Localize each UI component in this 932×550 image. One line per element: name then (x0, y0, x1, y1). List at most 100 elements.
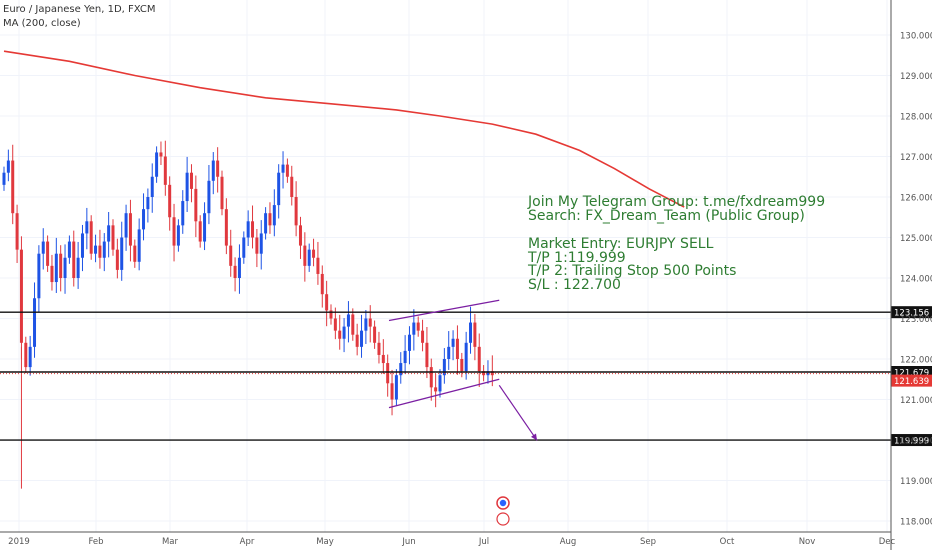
candle (416, 316, 420, 337)
candle (203, 202, 207, 251)
candle (477, 333, 481, 387)
candle (124, 204, 128, 251)
candle (390, 369, 394, 416)
candle-body (399, 363, 403, 376)
candle (137, 218, 141, 271)
candle (237, 244, 241, 294)
candle-body (159, 152, 163, 157)
candle-body (76, 257, 80, 278)
candle-body (211, 160, 215, 181)
candle-body (185, 172, 189, 202)
candle-body (67, 241, 71, 258)
candle-body (98, 245, 102, 258)
candle-body (50, 265, 54, 283)
candle-body (102, 241, 106, 258)
candle (259, 220, 263, 270)
y-tick-label: 121.000 (900, 396, 932, 406)
candle-body (89, 221, 93, 254)
candle (46, 235, 50, 272)
candle (37, 245, 41, 312)
candle-body (346, 314, 350, 327)
candle-body (364, 318, 368, 331)
projection-arrow[interactable] (498, 384, 538, 441)
candle-body (194, 188, 198, 222)
y-tick-label: 122.000 (900, 356, 932, 366)
candle (272, 189, 276, 237)
candle (6, 149, 10, 182)
candle-body (298, 225, 302, 246)
candle (102, 233, 106, 272)
candle-body (246, 221, 250, 238)
candle (403, 335, 407, 374)
candle-body (355, 334, 359, 347)
candle (11, 144, 15, 225)
candle (142, 193, 146, 241)
candle (67, 235, 71, 264)
candle-body (41, 241, 45, 254)
candle-body (272, 205, 276, 226)
candle (133, 239, 137, 268)
candle-body (264, 213, 268, 234)
candle (360, 314, 364, 358)
channel-lower-line[interactable] (388, 378, 500, 409)
annotation-line: Search: FX_Dream_Team (Public Group) (528, 207, 805, 224)
candle-body (277, 172, 281, 206)
candle-body (285, 164, 289, 177)
candle (198, 215, 202, 248)
candle (285, 158, 289, 183)
candle (342, 318, 346, 353)
event-marker-dot (499, 499, 507, 507)
candle (28, 335, 32, 376)
candle-body (168, 184, 172, 218)
candle-body (333, 318, 337, 331)
candle (19, 236, 23, 359)
x-tick-label: Oct (720, 537, 735, 547)
level-label: 121.679 (894, 369, 929, 379)
candle-body (342, 326, 346, 339)
candle (264, 207, 268, 240)
candle-body (207, 180, 211, 214)
y-tick-label: 126.000 (900, 194, 932, 204)
candle (50, 254, 54, 291)
trade-annotation: Market Entry: EURJPY SELL T/P 1:119.999 … (528, 237, 736, 292)
candle-body (303, 245, 307, 266)
event-flag-icon[interactable] (496, 512, 510, 526)
candle (329, 304, 333, 325)
horizontal-levels: 123.156 121.679 119.999 121.639 (0, 306, 932, 447)
level-tag (891, 434, 932, 447)
x-tick-label: Dec (879, 537, 896, 547)
candle (155, 146, 159, 183)
candle (268, 202, 272, 234)
candle-body (320, 273, 324, 295)
candle (381, 339, 385, 374)
candle (59, 245, 63, 292)
x-tick-label: May (316, 537, 334, 547)
x-tick-label: Mar (162, 537, 179, 547)
candle (159, 141, 163, 166)
candle (455, 325, 459, 375)
candle-body (176, 225, 180, 246)
candle-body (438, 375, 442, 392)
last-price-label: 121.639 (894, 377, 929, 387)
candle-body (142, 209, 146, 230)
candle-body (63, 257, 67, 278)
candle (15, 204, 19, 264)
candle-body (85, 221, 89, 234)
candle-body (403, 350, 407, 364)
x-tick-label: Feb (88, 537, 103, 547)
y-tick-label: 129.000 (900, 72, 932, 82)
candle-body (216, 160, 220, 177)
candle (80, 224, 84, 272)
y-tick-label: 130.000 (900, 32, 932, 42)
candle (425, 327, 429, 379)
candle-body (224, 209, 228, 246)
candle-body (59, 253, 63, 278)
candle-body (377, 342, 381, 355)
candle-body (307, 249, 311, 266)
channel-upper-line[interactable] (388, 299, 500, 322)
candle-body (6, 160, 10, 173)
candle (255, 228, 259, 268)
candle-body (37, 253, 41, 299)
candle (394, 369, 398, 406)
